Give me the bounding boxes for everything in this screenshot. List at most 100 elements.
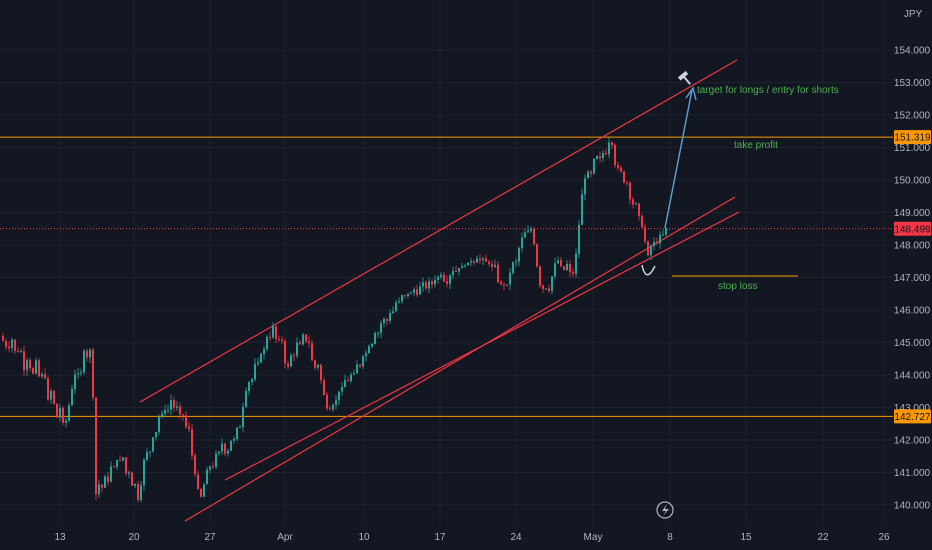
candle (344, 374, 346, 388)
candle (416, 284, 418, 298)
candle (617, 161, 619, 171)
candle (74, 369, 76, 395)
support-price-tag: 142.727 (894, 409, 931, 424)
channel-lower-line-1[interactable] (184, 196, 736, 522)
candle (11, 337, 13, 353)
y-tick-label: 150.000 (894, 176, 931, 187)
candle (167, 404, 169, 415)
annotation-stop-loss: stop loss (718, 281, 757, 292)
x-tick-label: Apr (277, 532, 293, 543)
candle (626, 180, 628, 187)
candle (371, 343, 373, 349)
channel-upper-line[interactable] (139, 59, 738, 403)
candle (326, 392, 328, 412)
candle (548, 285, 550, 293)
candle (284, 338, 286, 369)
flash-icon[interactable] (656, 501, 674, 519)
candle (578, 219, 580, 259)
candle (398, 297, 400, 304)
candle (323, 377, 325, 396)
candle (77, 367, 79, 380)
candle (122, 457, 124, 463)
candle (536, 243, 538, 268)
current-price-tag: 148.499 (894, 221, 931, 236)
price-axis[interactable]: JPY 140.000141.000142.000143.000144.0001… (894, 9, 931, 512)
y-tick-label: 151.000 (894, 143, 931, 154)
candle (260, 352, 262, 364)
candle (95, 396, 97, 501)
candle (41, 371, 43, 379)
candle (302, 332, 304, 346)
candle (659, 230, 661, 249)
candle (125, 456, 127, 476)
candle (620, 165, 622, 174)
y-tick-label: 144.000 (894, 371, 931, 382)
time-axis[interactable]: 13 20 27 Apr 10 17 24 May 8 15 22 26 (54, 532, 890, 543)
candle (614, 143, 616, 168)
candle (560, 257, 562, 268)
candle (299, 340, 301, 345)
annotation-take-profit: take profit (734, 140, 778, 151)
candle (176, 401, 178, 412)
candle (335, 394, 337, 410)
candle (113, 465, 115, 468)
candle (140, 480, 142, 503)
candle (110, 461, 112, 483)
channel-lower-line-2[interactable] (224, 211, 740, 481)
candle (506, 284, 508, 287)
candle (380, 320, 382, 339)
candle (368, 344, 370, 354)
candle (551, 275, 553, 295)
candle (410, 291, 412, 294)
x-tick-label: May (584, 532, 603, 543)
candle (341, 382, 343, 396)
x-tick-label: 26 (878, 532, 890, 543)
candle (218, 450, 220, 456)
candle (104, 474, 106, 488)
svg-text:142.727: 142.727 (894, 412, 931, 423)
candle (428, 277, 430, 294)
candle (200, 488, 202, 498)
candle (290, 352, 292, 367)
candle (56, 403, 58, 418)
candle (656, 237, 658, 245)
candle (296, 337, 298, 359)
candle (608, 137, 610, 159)
candle (542, 284, 544, 293)
candle (164, 404, 166, 418)
candle (422, 277, 424, 292)
candle (80, 368, 82, 377)
candle (257, 357, 259, 367)
candle (464, 264, 466, 269)
candle (182, 413, 184, 422)
candle (191, 424, 193, 460)
y-tick-label: 145.000 (894, 338, 931, 349)
y-tick-label: 142.000 (894, 436, 931, 447)
candle (437, 275, 439, 284)
candle (281, 336, 283, 345)
candle (98, 479, 100, 498)
candle (50, 388, 52, 404)
candle (329, 404, 331, 411)
candle (224, 442, 226, 457)
candle (587, 170, 589, 179)
candle (338, 391, 340, 406)
drawings (641, 70, 798, 519)
candle (254, 358, 256, 382)
candle (71, 384, 73, 407)
y-tick-label: 148.000 (894, 241, 931, 252)
candle (185, 411, 187, 430)
candle (203, 482, 205, 497)
candle (263, 345, 265, 360)
candle (221, 438, 223, 456)
candle (278, 335, 280, 342)
candle (248, 380, 250, 396)
candle (446, 275, 448, 288)
candle (554, 257, 556, 279)
x-tick-label: 8 (667, 532, 673, 543)
candle (179, 402, 181, 420)
candle (539, 264, 541, 289)
candle (65, 417, 67, 428)
candle (503, 282, 505, 291)
